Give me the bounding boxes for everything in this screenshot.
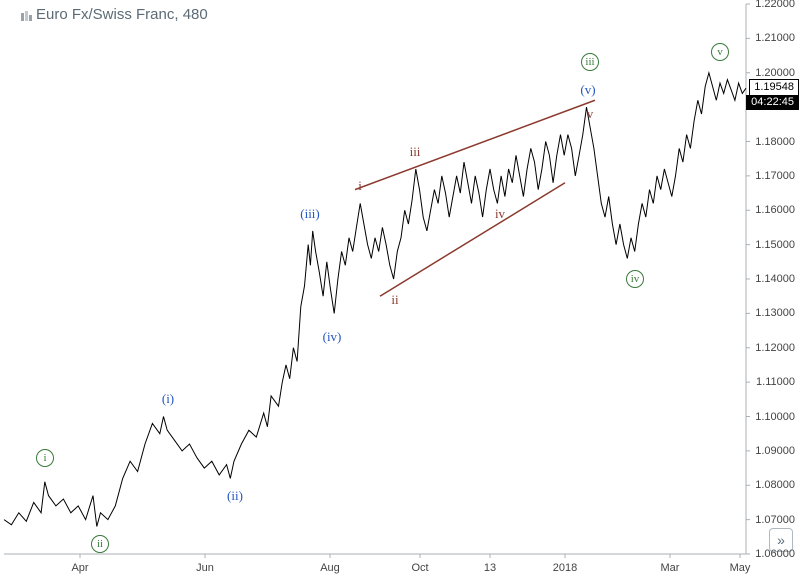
y-axis-tick: 1.20000	[755, 67, 795, 79]
wave-label: (ii)	[227, 488, 243, 504]
y-axis-tick: 1.06000	[755, 548, 795, 560]
y-axis-tick: 1.09000	[755, 445, 795, 457]
x-axis-tick: Oct	[411, 562, 428, 574]
y-axis-tick: 1.16000	[755, 204, 795, 216]
y-axis-tick: 1.18000	[755, 136, 795, 148]
chart-container: Euro Fx/Swiss Franc, 480 » 1.060001.0700…	[0, 0, 801, 578]
y-axis-tick: 1.13000	[755, 307, 795, 319]
y-axis-tick: 1.10000	[755, 411, 795, 423]
wave-label: (iii)	[300, 206, 320, 222]
last-price-label: 1.19548	[749, 79, 799, 96]
wave-label: i	[36, 449, 54, 467]
y-axis-tick: 1.14000	[755, 273, 795, 285]
wave-label: iv	[626, 270, 644, 288]
x-axis-tick: 2018	[553, 562, 577, 574]
y-axis-tick: 1.21000	[755, 32, 795, 44]
y-axis-tick: 1.22000	[755, 0, 795, 10]
wave-label: (i)	[162, 391, 174, 407]
wave-label: ii	[91, 535, 109, 553]
x-axis-tick: Mar	[661, 562, 680, 574]
wave-label: (iv)	[323, 329, 342, 345]
x-axis-tick: Jun	[196, 562, 214, 574]
x-axis-tick: Aug	[320, 562, 340, 574]
y-axis-tick: 1.12000	[755, 342, 795, 354]
x-axis-tick: 13	[484, 562, 496, 574]
y-axis-tick: 1.15000	[755, 239, 795, 251]
bar-countdown-label: 04:22:45	[746, 95, 799, 110]
wave-label: ii	[391, 292, 398, 308]
wave-label: v	[711, 43, 729, 61]
y-axis-tick: 1.07000	[755, 514, 795, 526]
wave-label: iii	[581, 53, 599, 71]
chevron-right-icon: »	[777, 532, 785, 548]
wave-label: v	[587, 106, 594, 122]
wave-label: iv	[495, 206, 505, 222]
x-axis-tick: Apr	[71, 562, 88, 574]
y-axis-tick: 1.08000	[755, 479, 795, 491]
wave-label: iii	[410, 144, 421, 160]
wave-label: i	[358, 178, 362, 194]
y-axis-tick: 1.11000	[756, 376, 795, 388]
y-axis-tick: 1.17000	[755, 170, 795, 182]
x-axis-tick: May	[730, 562, 751, 574]
plot-area[interactable]	[0, 0, 801, 578]
wave-label: (v)	[580, 82, 595, 98]
